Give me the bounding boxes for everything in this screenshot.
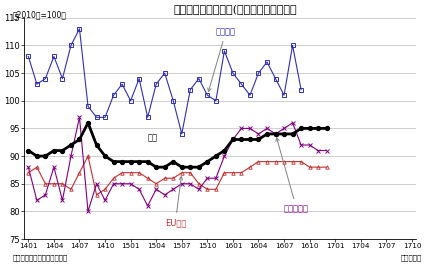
Text: （年・月）: （年・月） <box>400 255 422 261</box>
Title: 地域別輸出数量指数(季節調整値）の推移: 地域別輸出数量指数(季節調整値）の推移 <box>174 4 298 14</box>
Text: （2010年=100）: （2010年=100） <box>13 11 67 20</box>
Text: EU向け: EU向け <box>165 177 186 227</box>
Text: 米国向け: 米国向け <box>208 27 236 92</box>
Text: （資料）財務省「貿易統計」: （資料）財務省「貿易統計」 <box>13 255 68 261</box>
Text: アジア向け: アジア向け <box>276 138 309 213</box>
Text: 全体: 全体 <box>148 133 158 142</box>
